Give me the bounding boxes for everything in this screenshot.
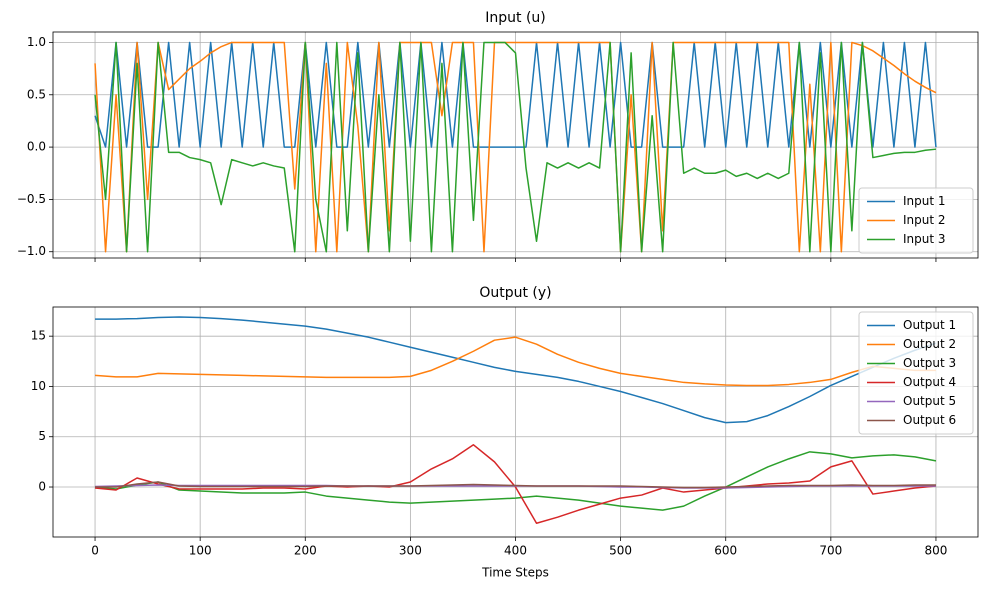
legend-label: Output 2 [903,337,956,351]
legend-label: Output 6 [903,413,956,427]
legend-box [858,187,974,254]
legend-label: Output 1 [903,318,956,332]
x-tick-label: 700 [819,544,842,558]
subplot: Input (u) −1.0 −0.5 0.0 0.5 1.0 Input 1 Input 2… [17,10,979,262]
legend-label: Input 2 [903,213,946,227]
y-tick-label: −1.0 [17,244,46,258]
series-line [94,451,937,511]
y-tick-label: 0.5 [27,87,46,101]
subplot-title: Output (y) [479,285,551,301]
series-line [95,481,936,489]
y-tick-label: 0.0 [27,140,46,154]
x-tick-label: 0 [91,544,99,558]
series-line [95,316,937,424]
series-line [94,444,937,524]
x-tick-label: 300 [399,544,422,558]
subplot: Output (y) 0 100 200 300 400 500 600 700 800 0 5 10 1… [31,285,979,580]
series-line [94,336,936,387]
x-tick-label: 400 [504,544,527,558]
legend-label: Output 3 [903,356,956,370]
legend-label: Input 1 [903,194,946,208]
y-tick-label: 0 [38,480,46,494]
axes-frame [52,306,979,538]
legend-box [858,311,974,435]
series-line [94,41,937,253]
legend: Output 1 Output 2 Output 3 Output 4 Output 5… [858,311,974,435]
y-tick-label: 10 [31,379,46,393]
x-tick-label: 200 [294,544,317,558]
series-line [94,41,937,253]
x-axis-label: Time Steps [481,566,549,580]
x-tick-label: 600 [714,544,737,558]
y-tick-label: 1.0 [27,35,46,49]
series-group [94,41,937,253]
y-tick-label: 5 [38,429,46,443]
x-tick-label: 800 [925,544,948,558]
axes-frame [52,31,979,259]
y-tick-label: 15 [31,329,46,343]
legend: Input 1 Input 2 Input 3 [858,187,974,254]
legend-label: Input 3 [903,232,946,246]
legend-label: Output 5 [903,394,956,408]
series-group [94,316,937,524]
y-tick-label: −0.5 [17,192,46,206]
x-tick-label: 500 [609,544,632,558]
legend-label: Output 4 [903,375,956,389]
subplot-title: Input (u) [485,10,546,26]
x-tick-label: 100 [189,544,212,558]
